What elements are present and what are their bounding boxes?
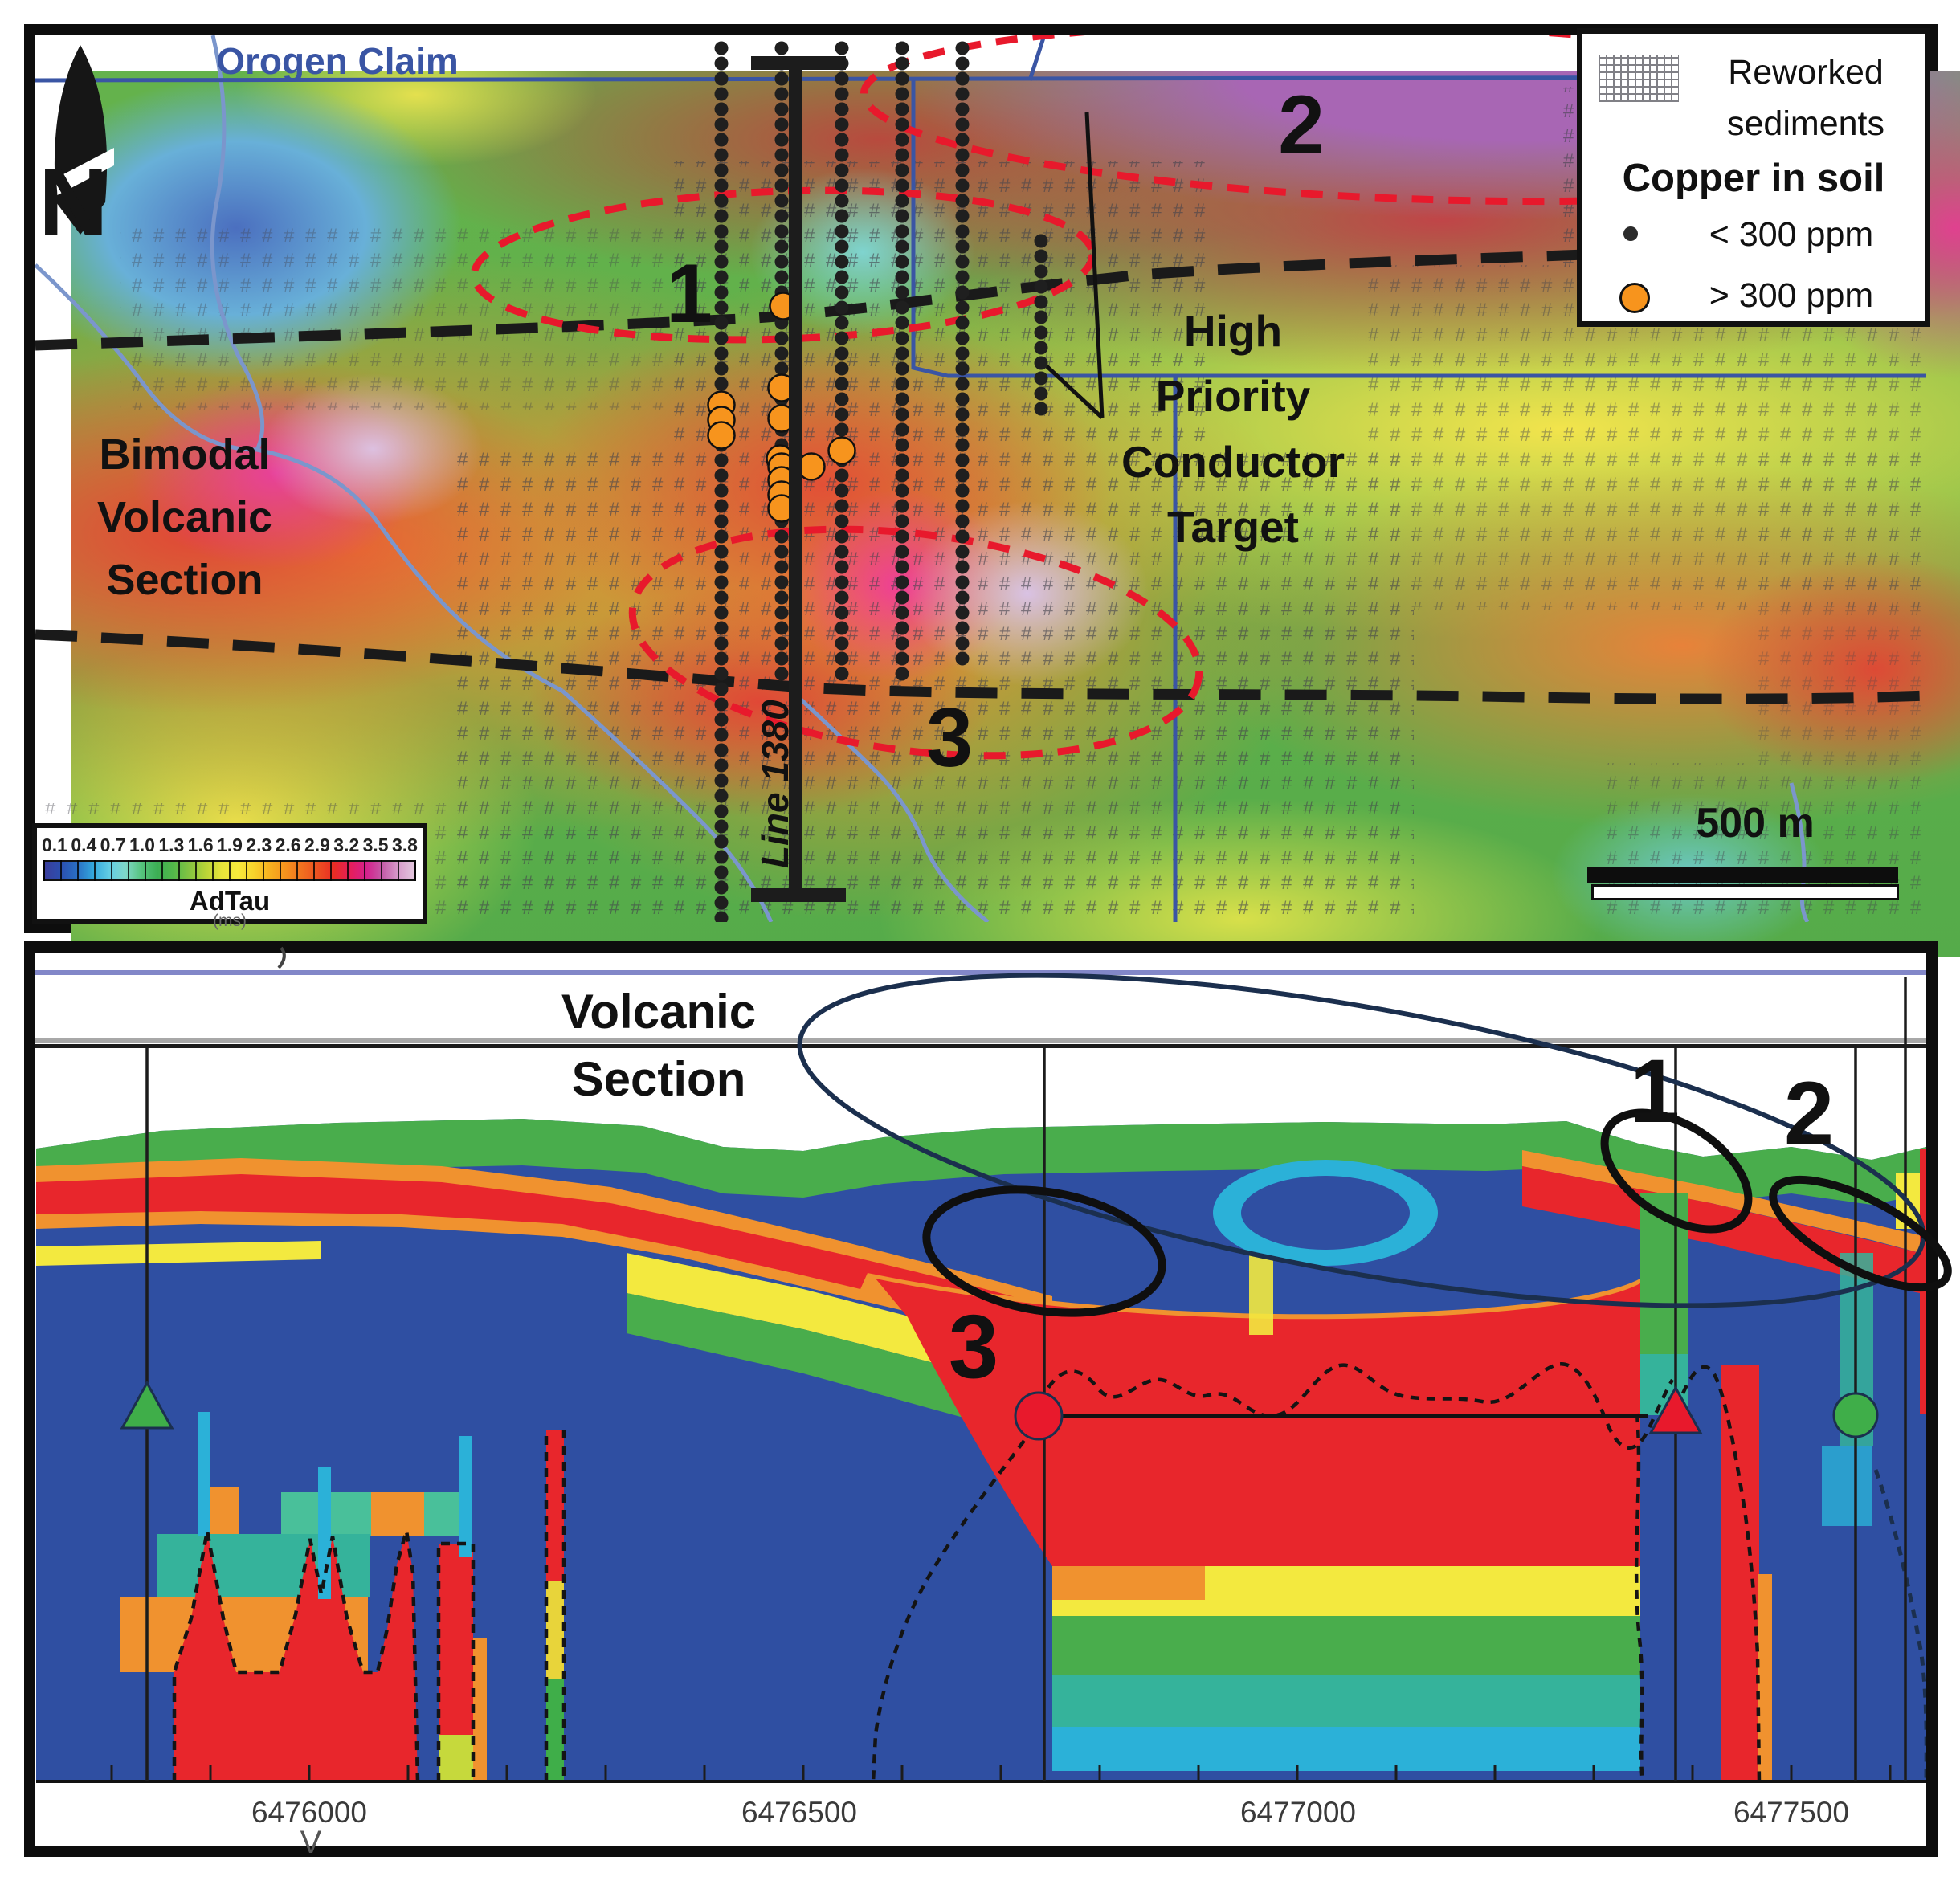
conductor-target-label: High Priority Conductor Target bbox=[1092, 299, 1374, 561]
claim-label: Orogen Claim bbox=[216, 40, 459, 82]
map-target-3-label: 3 bbox=[926, 692, 973, 785]
section-label-2: 2 bbox=[1783, 1063, 1835, 1164]
adtau-title: AdTau bbox=[189, 886, 271, 916]
legend-gt300: > 300 ppm bbox=[1709, 276, 1874, 315]
x-tick-label: 6477500 bbox=[1733, 1796, 1850, 1829]
conductor-line-2: Priority bbox=[1155, 371, 1311, 422]
adtau-colorbar: 0.1 0.4 0.7 1.0 1.3 1.6 1.9 2.3 2.6 2.9 3.2 3.5 3.8 … bbox=[32, 823, 427, 930]
scalebar-black bbox=[1587, 867, 1898, 883]
scalebar-label: 500 m bbox=[1696, 800, 1815, 847]
adtau-tick: 3.5 bbox=[362, 834, 389, 855]
scalebar-white bbox=[1591, 884, 1899, 900]
bimodal-line-2: Volcanic bbox=[96, 492, 273, 541]
adtau-colorbar-segments bbox=[43, 860, 416, 881]
adtau-units: (ms) bbox=[213, 912, 247, 930]
bimodal-line-3: Section bbox=[106, 555, 263, 604]
legend-reworked-2: sediments bbox=[1727, 104, 1884, 143]
section-label-3: 3 bbox=[948, 1296, 999, 1397]
adtau-tick: 3.2 bbox=[333, 834, 360, 855]
legend-lt300: < 300 ppm bbox=[1709, 215, 1874, 254]
x-tick-label: 6476000 bbox=[251, 1796, 368, 1829]
adtau-tick: 3.8 bbox=[391, 834, 418, 855]
section-title-2: Section bbox=[571, 1052, 746, 1106]
conductor-line-3: Conductor bbox=[1121, 436, 1345, 487]
v-marker: V bbox=[300, 1825, 322, 1860]
adtau-tick: 2.3 bbox=[246, 834, 272, 855]
adtau-ticks: 0.1 0.4 0.7 1.0 1.3 1.6 1.9 2.3 2.6 2.9 3.2 3.5 3.8 bbox=[42, 834, 418, 856]
adtau-tick: 2.9 bbox=[304, 834, 330, 855]
legend-copper-title: Copper in soil bbox=[1622, 157, 1885, 200]
adtau-tick: 0.7 bbox=[100, 834, 126, 855]
x-tick-label: 6477000 bbox=[1239, 1796, 1357, 1829]
adtau-tick: 1.6 bbox=[187, 834, 214, 855]
map-target-2-label: 2 bbox=[1278, 79, 1325, 172]
x-tick-label: 6476500 bbox=[741, 1796, 858, 1829]
adtau-tick: 1.3 bbox=[158, 834, 185, 855]
adtau-tick: 1.9 bbox=[216, 834, 243, 855]
conductor-line-4: Target bbox=[1166, 502, 1299, 553]
map-target-1-label: 1 bbox=[666, 247, 713, 341]
gt300-dot-icon bbox=[1619, 283, 1650, 313]
adtau-tick: 1.0 bbox=[129, 834, 155, 855]
bimodal-line-1: Bimodal bbox=[99, 430, 271, 479]
adtau-tick: 2.6 bbox=[275, 834, 301, 855]
section-label-1: 1 bbox=[1629, 1041, 1680, 1141]
bimodal-volcanic-label: Bimodal Volcanic Section bbox=[48, 424, 321, 611]
map-legend: Reworked sediments Copper in soil < 300 … bbox=[1577, 28, 1930, 327]
legend-reworked-1: Reworked bbox=[1728, 53, 1884, 92]
adtau-tick: 0.1 bbox=[42, 834, 67, 855]
adtau-tick: 0.4 bbox=[71, 834, 97, 855]
line-1380-label: Line 1380 bbox=[753, 700, 796, 868]
reworked-sediments-swatch bbox=[1599, 55, 1679, 102]
lt300-dot-icon bbox=[1623, 226, 1638, 241]
conductor-line-1: High bbox=[1183, 306, 1283, 356]
section-title-1: Volcanic bbox=[561, 985, 757, 1038]
